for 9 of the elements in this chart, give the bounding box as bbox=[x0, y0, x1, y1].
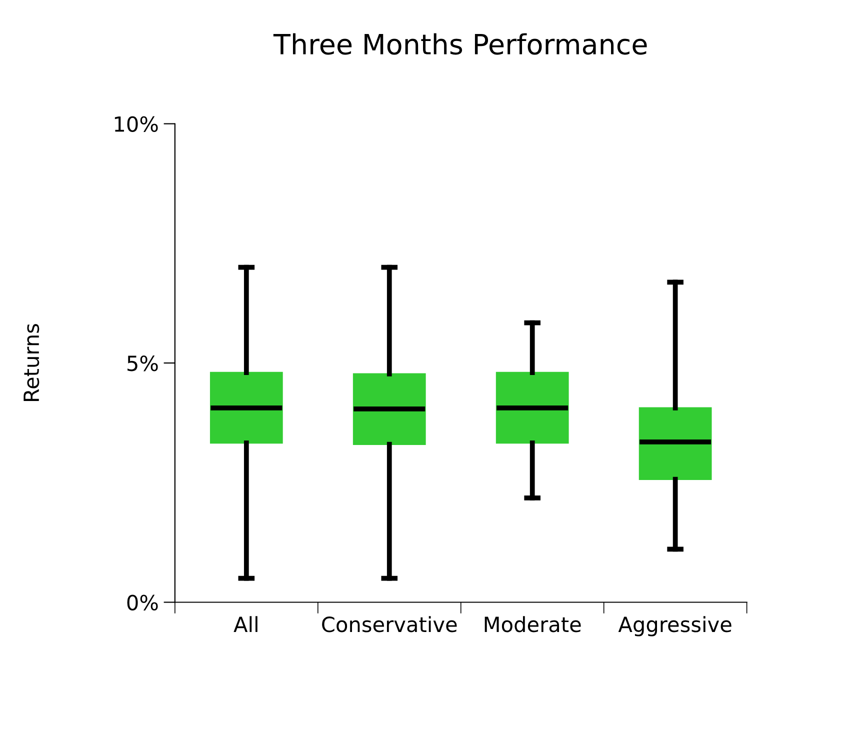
x-tick-label: Moderate bbox=[484, 616, 581, 632]
x-tick-label: Conservative bbox=[322, 616, 457, 632]
x-tick-label: Aggressive bbox=[618, 616, 732, 636]
y-tick-label: 0% bbox=[127, 594, 158, 610]
chart-title: Three Months Performance bbox=[273, 33, 647, 55]
y-tick-label: 10% bbox=[114, 116, 158, 132]
x-tick-label: All bbox=[234, 616, 258, 632]
y-axis-title: Returns bbox=[24, 324, 40, 401]
y-tick-label: 5% bbox=[128, 355, 158, 372]
